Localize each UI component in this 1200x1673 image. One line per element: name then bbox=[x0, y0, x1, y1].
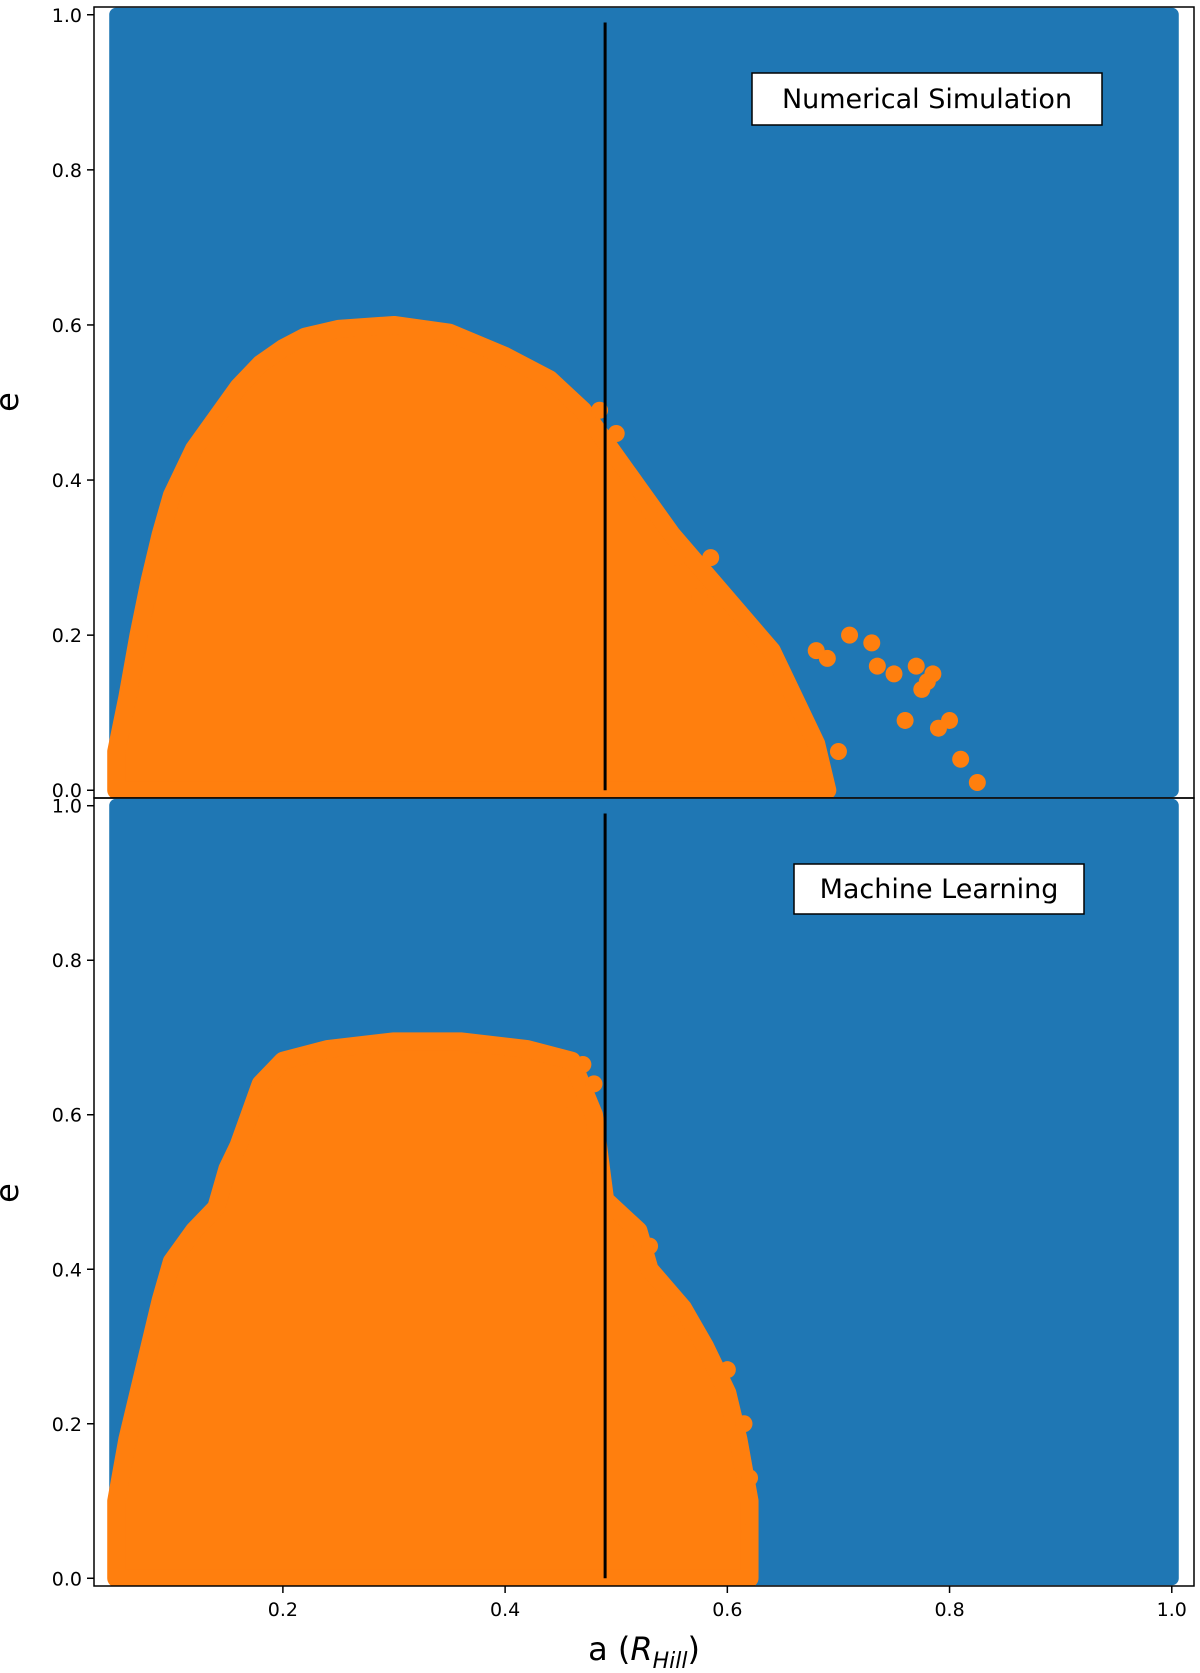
top-unstable-point-21 bbox=[968, 773, 986, 791]
bottom-unstable-point-1 bbox=[585, 1075, 603, 1093]
bottom-unstable-point-0 bbox=[574, 1056, 592, 1074]
x-axis-label-symbol: R bbox=[630, 1630, 652, 1668]
top-unstable-point-4 bbox=[691, 587, 709, 605]
bottom-y-tick-label-3: 0.6 bbox=[52, 1105, 82, 1127]
bottom-x-tick-label-2: 0.6 bbox=[712, 1599, 742, 1621]
panel-numerical-simulation: 0.0 0.2 0.4 0.6 0.8 1.0 e Numerical Simulatio… bbox=[0, 5, 1195, 802]
bottom-axes-frame bbox=[93, 797, 1195, 1587]
top-unstable-region bbox=[107, 315, 837, 798]
top-unstable-point-1 bbox=[607, 425, 625, 443]
top-unstable-point-17 bbox=[924, 665, 942, 683]
bottom-y-axis-label: e bbox=[0, 1183, 26, 1203]
top-y-tick-label-1: 0.2 bbox=[52, 625, 82, 647]
bottom-x-tick-label-4: 1.0 bbox=[1157, 1599, 1187, 1621]
top-unstable-point-9 bbox=[841, 626, 859, 644]
bottom-annotation-frame bbox=[793, 863, 1085, 915]
bottom-unstable-point-8 bbox=[741, 1523, 759, 1541]
bottom-y-ticks: 0.0 0.2 0.4 0.6 0.8 1.0 bbox=[52, 796, 94, 1590]
top-y-tick-label-4: 0.8 bbox=[52, 160, 82, 182]
bottom-unstable-point-5 bbox=[718, 1361, 736, 1379]
top-unstable-point-19 bbox=[941, 711, 959, 729]
top-annotation-box: Numerical Simulation bbox=[751, 72, 1103, 126]
top-unstable-point-7 bbox=[818, 649, 836, 667]
bottom-unstable-point-6 bbox=[735, 1415, 753, 1433]
bottom-x-tick-label-1: 0.4 bbox=[490, 1599, 520, 1621]
bottom-y-tick-label-4: 0.8 bbox=[52, 950, 82, 972]
top-y-ticks: 0.0 0.2 0.4 0.6 0.8 1.0 bbox=[52, 5, 94, 802]
bottom-annotation-box: Machine Learning bbox=[793, 863, 1085, 915]
bottom-unstable-region bbox=[107, 1032, 759, 1586]
top-unstable-point-14 bbox=[907, 657, 925, 675]
top-unstable-point-11 bbox=[868, 657, 886, 675]
bottom-x-ticks: 0.2 0.4 0.6 0.8 1.0 bbox=[268, 1586, 1187, 1621]
top-unstable-point-10 bbox=[863, 634, 881, 652]
top-unstable-point-3 bbox=[668, 549, 686, 567]
top-y-tick-label-3: 0.6 bbox=[52, 315, 82, 337]
x-axis-label: a (RHill) bbox=[588, 1630, 700, 1673]
top-plot-area bbox=[107, 7, 1179, 798]
bottom-y-tick-label-1: 0.2 bbox=[52, 1414, 82, 1436]
top-annotation-frame bbox=[751, 72, 1103, 126]
bottom-unstable-point-3 bbox=[641, 1237, 659, 1255]
x-axis-label-subscript: Hill bbox=[653, 1649, 688, 1673]
bottom-unstable-point-2 bbox=[563, 1106, 581, 1124]
x-axis-label-close: ) bbox=[687, 1630, 699, 1668]
top-unstable-point-8 bbox=[829, 742, 847, 760]
x-axis-label-main: a ( bbox=[588, 1630, 630, 1668]
bottom-x-tick-label-3: 0.8 bbox=[934, 1599, 964, 1621]
bottom-y-tick-label-5: 1.0 bbox=[52, 796, 82, 818]
bottom-y-tick-label-2: 0.4 bbox=[52, 1259, 82, 1281]
top-unstable-point-20 bbox=[952, 750, 970, 768]
bottom-unstable-point-4 bbox=[663, 1299, 681, 1317]
top-y-tick-label-2: 0.4 bbox=[52, 470, 82, 492]
bottom-y-tick-label-0: 0.0 bbox=[52, 1568, 82, 1590]
panel-machine-learning: 0.0 0.2 0.4 0.6 0.8 1.0 0.2 0.4 0.6 0.8 1.0 e Mac… bbox=[0, 796, 1195, 1673]
bottom-unstable-point-7 bbox=[741, 1469, 759, 1487]
top-unstable-point-2 bbox=[641, 502, 659, 520]
bottom-annotation-text: Machine Learning bbox=[820, 874, 1059, 905]
top-unstable-point-12 bbox=[885, 665, 903, 683]
top-unstable-point-5 bbox=[702, 549, 720, 567]
top-y-axis-label: e bbox=[0, 392, 26, 412]
bottom-x-tick-label-0: 0.2 bbox=[268, 1599, 298, 1621]
bottom-plot-area bbox=[107, 798, 1179, 1586]
top-y-tick-label-0: 0.0 bbox=[52, 780, 82, 802]
top-unstable-point-13 bbox=[896, 711, 914, 729]
top-annotation-text: Numerical Simulation bbox=[782, 84, 1072, 115]
top-y-tick-label-5: 1.0 bbox=[52, 5, 82, 27]
